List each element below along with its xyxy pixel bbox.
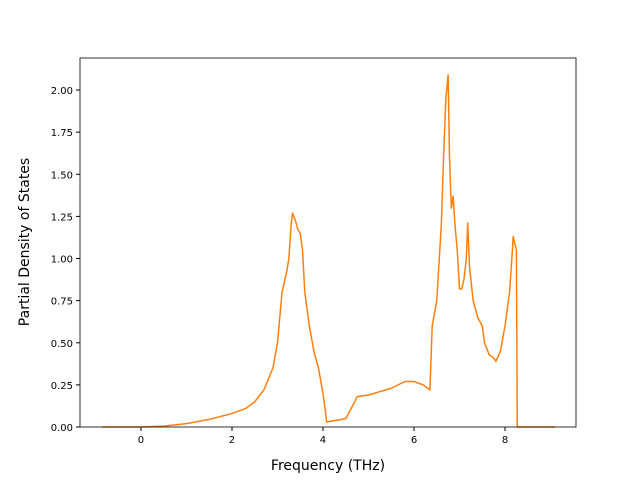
- x-tick-label: 4: [320, 435, 326, 446]
- y-tick-label: 2.00: [51, 86, 73, 97]
- line-series: [102, 74, 556, 428]
- y-tick-label: 0.00: [51, 423, 73, 434]
- y-tick-label: 1.50: [51, 170, 73, 181]
- x-tick-label: 0: [138, 435, 144, 446]
- x-tick-label: 8: [502, 435, 508, 446]
- y-tick-label: 0.75: [51, 297, 73, 308]
- y-tick-label: 0.50: [51, 339, 73, 350]
- y-axis-label: Partial Density of States: [17, 158, 33, 326]
- x-tick-label: 2: [229, 435, 235, 446]
- y-tick-label: 0.25: [51, 381, 73, 392]
- x-axis-label: Frequency (THz): [271, 458, 385, 474]
- plot-frame: [79, 57, 577, 428]
- y-tick-label: 1.25: [51, 212, 73, 223]
- y-tick-label: 1.75: [51, 128, 73, 139]
- y-tick-label: 1.00: [51, 255, 73, 266]
- x-tick-label: 6: [411, 435, 417, 446]
